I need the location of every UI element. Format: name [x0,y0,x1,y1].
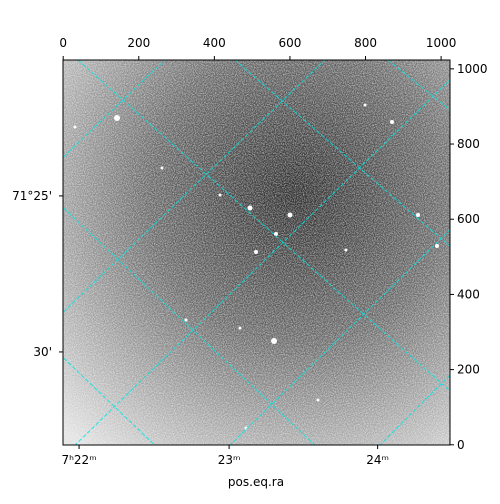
x-tick-label: 0 [59,36,67,50]
x-tick-label: 600 [278,36,301,50]
y-tick-label: 400 [457,287,480,301]
dec-tick-label: 71°25' [12,189,52,203]
ra-tick-label: 23ᵐ [218,453,241,467]
y-tick-label: 0 [457,438,465,452]
x-tick-label: 800 [354,36,377,50]
sky-image [63,60,450,445]
y-tick-label: 800 [457,137,480,151]
coordinate-grid [63,60,450,445]
x-tick-label: 200 [127,36,150,50]
ra-tick-label: 24ᵐ [366,453,389,467]
x-tick-label: 400 [203,36,226,50]
axes-frame [62,59,451,446]
ra-tick-label: 7ʰ22ᵐ [61,453,96,467]
dec-tick-label: 30' [33,345,52,359]
y-tick-label: 1000 [457,62,488,76]
x-axis-label: pos.eq.ra [228,475,284,489]
y-tick-label: 600 [457,212,480,226]
x-tick-label: 1000 [426,36,457,50]
y-tick-label: 200 [457,363,480,377]
